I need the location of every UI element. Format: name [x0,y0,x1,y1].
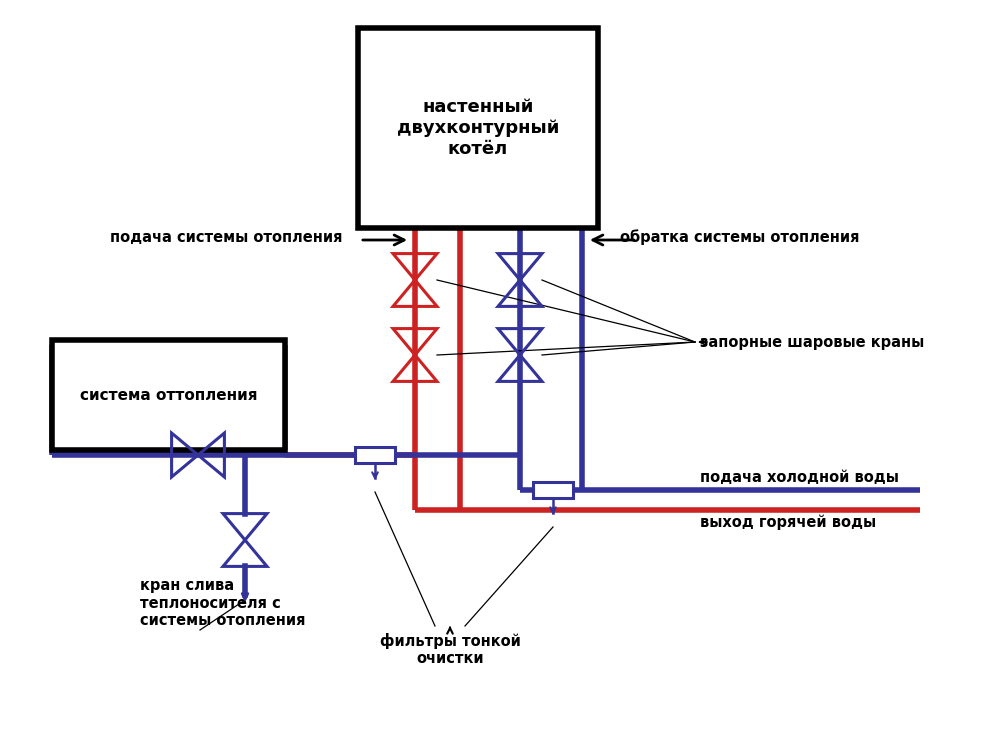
Bar [358,28,598,228]
Text: кран слива
теплоносителя с
системы отопления: кран слива теплоносителя с системы отопл… [140,578,306,628]
Bar [355,447,395,463]
Text: запорные шаровые краны: запорные шаровые краны [700,335,925,350]
Text: выход горячей воды: выход горячей воды [700,515,876,531]
Text: обратка системы отопления: обратка системы отопления [620,229,859,245]
Bar [52,340,285,450]
Text: система оттопления: система оттопления [80,388,257,403]
Text: подача холодной воды: подача холодной воды [700,470,899,485]
Bar [533,482,573,498]
Text: фильтры тонкой
очистки: фильтры тонкой очистки [380,633,520,667]
Text: настенный
двухконтурный
котёл: настенный двухконтурный котёл [397,98,559,158]
Text: подача системы отопления: подача системы отопления [110,229,342,244]
